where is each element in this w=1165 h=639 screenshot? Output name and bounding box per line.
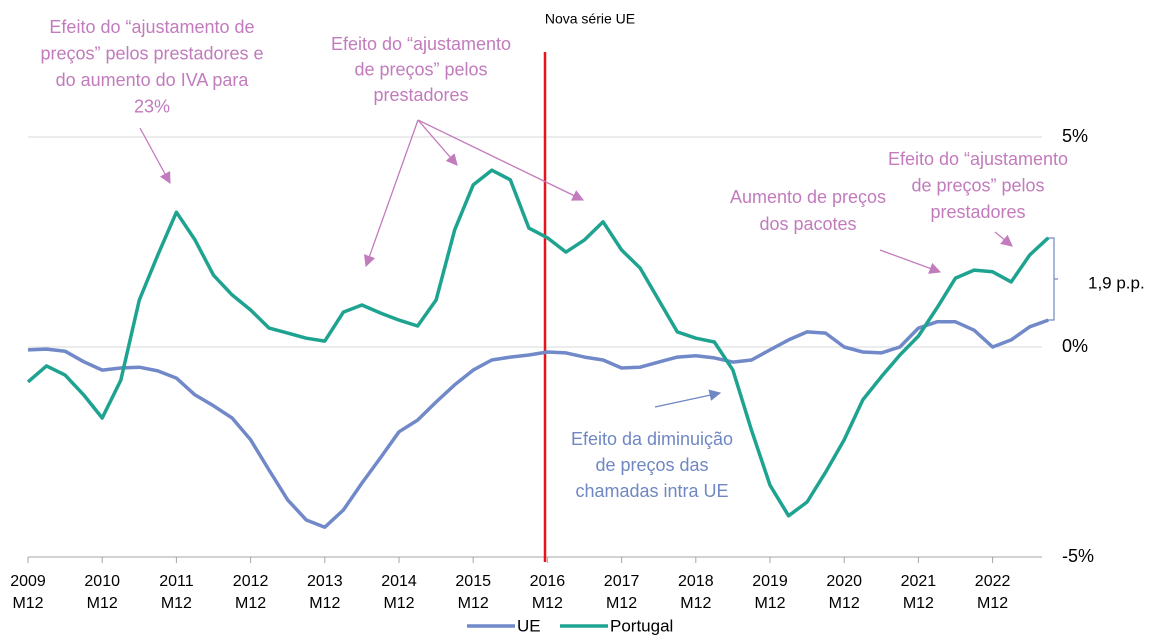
y-tick-label: 5% <box>1062 126 1088 146</box>
x-tick-label: 2013 M12 <box>307 573 343 612</box>
arrow <box>417 119 458 166</box>
legend-label: Portugal <box>610 616 673 635</box>
annotation: do aumento do IVA para <box>56 70 250 90</box>
annotation: Efeito do “ajustamento <box>331 34 511 54</box>
x-tick-label: 2009 M12 <box>10 573 46 612</box>
x-tick-label: 2021 M12 <box>901 573 937 612</box>
x-tick-label: 2019 M12 <box>752 573 788 612</box>
break-label: Nova série UE <box>545 11 635 27</box>
annotation: Efeito do “ajustamento <box>888 149 1068 169</box>
line-series <box>27 318 1049 529</box>
x-tick-label: 2011 M12 <box>159 573 194 612</box>
annotation: preços” pelos prestadores e <box>40 43 263 63</box>
annotation: 23% <box>134 96 170 116</box>
annotation: prestadores <box>373 85 468 105</box>
annotation: de preços” pelos <box>911 175 1044 195</box>
arrows <box>139 119 1013 274</box>
arrow <box>364 119 419 268</box>
x-tick-label: 2017 M12 <box>604 573 640 612</box>
arrow <box>994 231 1013 247</box>
grid: -5% 0% 5% <box>27 126 1094 566</box>
y-tick-label: -5% <box>1062 546 1094 566</box>
x-tick-label: 2022 M12 <box>975 573 1011 612</box>
annotation: Aumento de preços <box>730 187 886 207</box>
annotation: chamadas intra UE <box>575 481 728 501</box>
x-tick-label: 2018 M12 <box>678 573 714 612</box>
x-tick-label: 2016 M12 <box>530 573 566 612</box>
x-tick-label: 2014 M12 <box>381 573 417 612</box>
annotation: prestadores <box>930 202 1025 222</box>
arrow <box>139 127 171 185</box>
x-tick-label: 2015 M12 <box>455 573 491 612</box>
annotation: Efeito do “ajustamento de <box>49 17 254 37</box>
annotation: dos pacotes <box>759 214 856 234</box>
x-tick-label: 2020 M12 <box>826 573 862 612</box>
annotation: de preços das <box>595 455 708 475</box>
arrow <box>879 249 942 274</box>
x-tick-label: 2012 M12 <box>233 573 269 612</box>
annotation: de preços” pelos <box>354 59 487 79</box>
bracket-label: 1,9 p.p. <box>1088 273 1145 292</box>
legend-label: UE <box>517 616 541 635</box>
bracket <box>1048 237 1058 321</box>
line-series <box>26 168 1050 518</box>
x-tick-label: 2010 M12 <box>84 573 120 612</box>
y-tick-label: 0% <box>1062 336 1088 356</box>
arrow <box>417 119 585 201</box>
annotation: Efeito da diminuição <box>571 429 733 449</box>
arrow <box>654 389 722 408</box>
